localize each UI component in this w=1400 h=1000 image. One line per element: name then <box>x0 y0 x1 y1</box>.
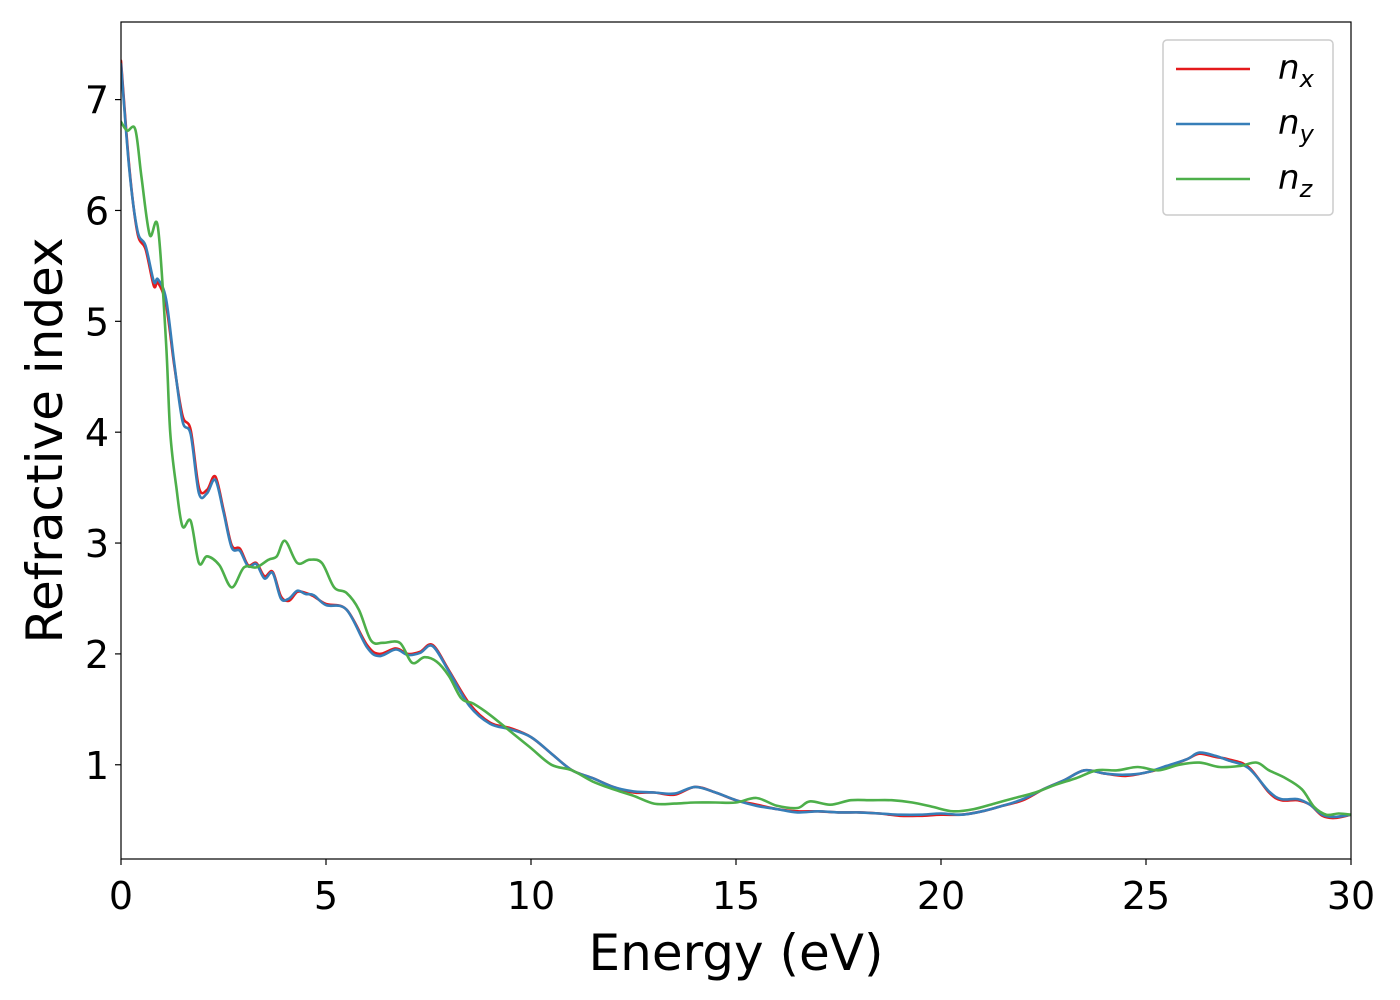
y-tick-label: 2 <box>85 633 109 677</box>
legend-label-x: nx <box>1278 48 1315 93</box>
x-axis: 0 5 10 15 20 25 30 <box>109 859 1375 918</box>
legend-box <box>1162 39 1334 216</box>
y-tick-label: 5 <box>85 300 109 344</box>
legend-label-z: nz <box>1278 158 1314 203</box>
legend: nx ny nz <box>1162 39 1334 216</box>
series-line-y <box>121 62 1351 819</box>
x-tick-label: 0 <box>109 874 133 918</box>
y-tick-label: 7 <box>85 79 109 123</box>
x-axis-label: Energy (eV) <box>589 924 884 982</box>
y-tick-label: 1 <box>85 744 109 788</box>
x-tick-label: 15 <box>712 874 760 918</box>
x-tick-label: 5 <box>314 874 338 918</box>
x-tick-label: 30 <box>1327 874 1375 918</box>
x-tick-label: 10 <box>507 874 555 918</box>
x-tick-label: 20 <box>917 874 965 918</box>
y-axis-label: Refractive index <box>16 237 74 643</box>
y-axis: 1 2 3 4 5 6 7 <box>85 79 121 788</box>
y-tick-label: 3 <box>85 522 109 566</box>
y-tick-label: 6 <box>85 189 109 233</box>
series-line-z <box>121 120 1351 817</box>
legend-label-y: ny <box>1278 103 1315 148</box>
series-lines <box>121 59 1351 820</box>
x-tick-label: 25 <box>1122 874 1170 918</box>
y-tick-label: 4 <box>85 411 109 455</box>
